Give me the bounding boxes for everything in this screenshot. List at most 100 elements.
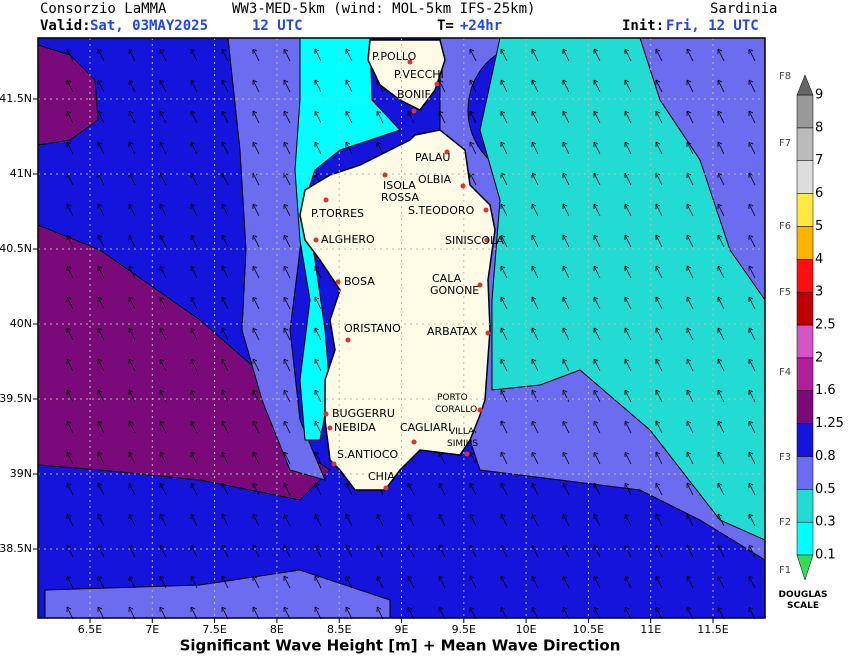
wave-arrow xyxy=(562,513,570,527)
place-dot xyxy=(313,237,319,243)
wave-arrow xyxy=(252,482,260,496)
wave-arrow xyxy=(593,48,601,62)
wave-arrow xyxy=(748,172,756,186)
place-dot xyxy=(484,237,490,243)
wave-arrow xyxy=(686,265,694,279)
wave-arrow xyxy=(748,513,756,527)
wave-arrow xyxy=(748,265,756,279)
wave-arrow xyxy=(190,389,198,403)
wave-arrow xyxy=(655,389,663,403)
wave-arrow xyxy=(66,544,74,558)
colorbar-band xyxy=(796,456,814,490)
place-dot xyxy=(485,330,491,336)
wave-arrow xyxy=(283,327,291,341)
douglas-label: F7 xyxy=(779,138,791,149)
wave-arrow xyxy=(500,265,508,279)
wave-arrow xyxy=(531,513,539,527)
wave-arrow xyxy=(159,203,167,217)
wave-arrow xyxy=(345,513,353,527)
wave-arrow xyxy=(624,420,632,434)
wave-arrow xyxy=(531,296,539,310)
place-label: P.TORRES xyxy=(311,207,364,220)
wave-arrow xyxy=(221,544,229,558)
wave-arrow xyxy=(66,513,74,527)
wave-arrow xyxy=(624,544,632,558)
wave-arrow xyxy=(717,203,725,217)
wave-arrow xyxy=(128,358,136,372)
wave-arrow xyxy=(66,110,74,124)
place-label: BONIF xyxy=(397,88,431,101)
wave-arrow xyxy=(221,482,229,496)
place-label: SINISCOLA xyxy=(445,234,504,247)
lat-tick-label: 39.5N xyxy=(0,392,32,405)
wave-arrow xyxy=(376,110,384,124)
wave-arrow xyxy=(159,110,167,124)
wave-arrow xyxy=(500,203,508,217)
wave-arrow xyxy=(686,482,694,496)
corsica xyxy=(367,39,446,111)
colorbar-label: 9 xyxy=(815,88,823,103)
wave-arrow xyxy=(593,110,601,124)
place-dot xyxy=(323,197,329,203)
place-dot xyxy=(411,439,417,445)
wave-arrow xyxy=(686,606,694,620)
wave-arrow xyxy=(531,110,539,124)
wave-arrow xyxy=(190,327,198,341)
wave-arrow xyxy=(97,575,105,589)
wave-arrow xyxy=(97,327,105,341)
place-label: ISOLA ROSSA xyxy=(381,179,419,204)
wave-arrow xyxy=(748,79,756,93)
wave-arrow xyxy=(221,575,229,589)
wave-arrow xyxy=(500,451,508,465)
wave-arrow xyxy=(159,575,167,589)
colorbar-label: 1.6 xyxy=(815,383,836,398)
wave-arrow xyxy=(190,172,198,186)
wave-arrow xyxy=(66,389,74,403)
wave-arrow xyxy=(190,234,198,248)
place-dot xyxy=(411,108,417,114)
wave-arrow xyxy=(748,389,756,403)
douglas-label: F5 xyxy=(779,287,791,298)
wave-arrow xyxy=(407,575,415,589)
colorbar-label: 0.1 xyxy=(815,548,836,563)
wave-arrow xyxy=(562,327,570,341)
wave-arrow xyxy=(190,48,198,62)
wave-arrow xyxy=(686,451,694,465)
wave-arrow xyxy=(655,203,663,217)
colorbar-over xyxy=(796,74,814,96)
place-dot xyxy=(483,207,489,213)
wave-arrow xyxy=(66,141,74,155)
wave-arrow xyxy=(128,203,136,217)
colorbar-band xyxy=(796,160,814,194)
wave-arrow xyxy=(128,389,136,403)
wave-arrow xyxy=(531,451,539,465)
wave-arrow xyxy=(717,110,725,124)
valid-time: 12 UTC xyxy=(252,18,303,34)
colorbar-label: 3 xyxy=(815,285,823,300)
wave-arrow xyxy=(655,513,663,527)
wave-arrow xyxy=(531,234,539,248)
wave-arrow xyxy=(159,327,167,341)
wave-arrow xyxy=(748,296,756,310)
init-label: Init: xyxy=(622,18,664,34)
wave-arrow xyxy=(438,606,446,620)
wave-arrow xyxy=(221,606,229,620)
wave-arrow xyxy=(97,389,105,403)
lat-tick-label: 40N xyxy=(10,317,32,330)
wave-arrow xyxy=(717,420,725,434)
wave-arrow xyxy=(314,296,322,310)
wave-arrow xyxy=(190,482,198,496)
lon-tick-label: 10E xyxy=(516,623,537,636)
wave-arrow xyxy=(190,296,198,310)
wave-arrow xyxy=(500,513,508,527)
wave-arrow xyxy=(624,48,632,62)
wave-arrow xyxy=(531,265,539,279)
wave-arrow xyxy=(655,79,663,93)
place-label: P.POLLO xyxy=(372,50,417,63)
wave-arrow xyxy=(283,296,291,310)
wave-arrow xyxy=(221,389,229,403)
wave-arrow xyxy=(593,420,601,434)
wave-arrow xyxy=(624,513,632,527)
lon-tick-label: 8.5E xyxy=(327,623,351,636)
